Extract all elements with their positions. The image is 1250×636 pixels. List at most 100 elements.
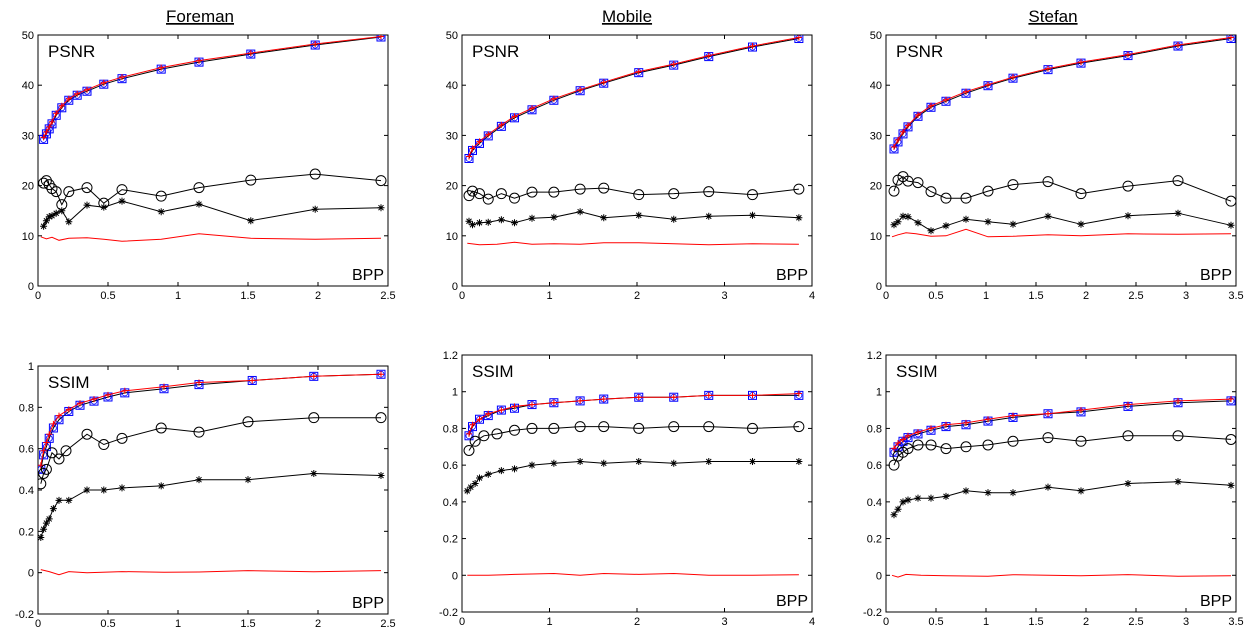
x-tick-label: 1 xyxy=(546,290,552,302)
x-tick-label: 2.5 xyxy=(380,290,395,302)
star-marker xyxy=(157,208,165,216)
y-tick-label: 0.6 xyxy=(19,444,34,456)
star-marker xyxy=(914,494,922,502)
x-tick-label: 1.5 xyxy=(1028,290,1043,302)
circle-marker xyxy=(940,192,952,204)
plus-marker xyxy=(50,420,57,427)
plus-marker xyxy=(905,122,911,129)
star-marker xyxy=(58,207,66,215)
plus-marker xyxy=(58,102,65,109)
circle-marker xyxy=(38,478,47,490)
circle-marker xyxy=(46,447,58,459)
x-tick-label: 0.5 xyxy=(100,290,115,302)
y-tick-label: 30 xyxy=(446,130,458,142)
star-marker xyxy=(511,219,518,227)
star-marker xyxy=(942,492,950,500)
panel-stefan-psnr: 0 0.5 1 1.5 2 2.5 3 3.5 0 10 20 30 40 50 PSNR BPP xyxy=(870,30,1244,302)
star-marker xyxy=(1227,221,1235,229)
star-marker xyxy=(942,222,950,230)
plus-marker xyxy=(1078,407,1084,414)
column-title-foreman: Foreman xyxy=(166,7,234,26)
y-tick-label: 0 xyxy=(876,570,882,582)
column-title-mobile: Mobile xyxy=(602,7,652,26)
star-marker xyxy=(914,219,922,227)
circle-marker xyxy=(982,185,994,197)
star-marker xyxy=(195,476,203,484)
circle-marker xyxy=(309,168,321,180)
circle-marker xyxy=(478,430,490,442)
y-tick-label: 20 xyxy=(22,181,34,193)
star-marker xyxy=(705,457,713,465)
plus-marker xyxy=(196,57,202,64)
plus-marker xyxy=(466,153,472,160)
star-marker xyxy=(497,467,505,475)
star-marker xyxy=(49,505,57,513)
plus-marker xyxy=(577,86,584,93)
plus-marker xyxy=(46,123,53,130)
circle-marker xyxy=(982,439,994,451)
y-tick-label: 0 xyxy=(876,281,882,293)
x-tick-label: 1 xyxy=(983,616,989,628)
plus-marker xyxy=(928,425,934,432)
star-marker xyxy=(157,482,165,490)
star-marker xyxy=(484,470,492,478)
circle-marker xyxy=(1007,435,1019,447)
plus-marker xyxy=(795,390,802,397)
star-marker xyxy=(1124,212,1132,220)
plus-marker xyxy=(943,96,949,103)
star-marker xyxy=(497,216,505,224)
star-marker xyxy=(100,486,108,494)
star-marker xyxy=(83,486,91,494)
plus-marker xyxy=(84,86,90,93)
y-tick-label: 0.6 xyxy=(443,460,458,472)
plus-marker xyxy=(40,134,47,141)
y-tick-label: 50 xyxy=(446,30,458,42)
y-tick-label: 0.8 xyxy=(443,423,458,435)
plus-marker xyxy=(577,397,584,404)
plus-marker xyxy=(1078,59,1084,66)
x-tick-label: 3.5 xyxy=(1228,616,1243,628)
plus-marker xyxy=(498,407,505,414)
plus-marker xyxy=(749,43,756,50)
plus-marker xyxy=(247,50,254,57)
star-marker xyxy=(1044,212,1052,220)
star-marker xyxy=(377,204,385,212)
y-tick-label: 10 xyxy=(446,231,458,243)
plus-marker xyxy=(121,387,128,394)
x-axis-label: BPP xyxy=(1200,593,1232,610)
plus-marker xyxy=(161,383,167,390)
circle-marker xyxy=(888,185,900,197)
star-marker xyxy=(511,465,518,473)
y-tick-label: 0.4 xyxy=(867,497,882,509)
y-tick-label: 0.6 xyxy=(867,460,882,472)
series-line xyxy=(467,572,799,576)
y-tick-label: 0 xyxy=(28,568,34,580)
series-line xyxy=(40,417,381,484)
x-axis-label: BPP xyxy=(352,595,384,612)
star-marker xyxy=(705,212,713,220)
plus-marker xyxy=(928,102,934,109)
column-title-stefan: Stefan xyxy=(1028,7,1077,26)
plus-marker xyxy=(891,445,897,452)
circle-marker xyxy=(526,422,538,434)
y-tick-label: 1 xyxy=(28,361,34,373)
series-line xyxy=(893,435,1232,466)
y-tick-label: 0 xyxy=(452,570,458,582)
circle-marker xyxy=(53,453,65,465)
y-tick-label: 0 xyxy=(28,281,34,293)
star-marker xyxy=(467,483,475,491)
circle-marker xyxy=(925,186,937,198)
star-marker xyxy=(463,487,471,495)
y-tick-label: 0.2 xyxy=(443,534,458,546)
x-tick-label: 0 xyxy=(35,618,41,630)
x-tick-label: 2.5 xyxy=(1128,616,1143,628)
star-marker xyxy=(100,203,108,211)
plus-marker xyxy=(1228,396,1234,403)
y-tick-label: 20 xyxy=(870,181,882,193)
star-marker xyxy=(670,215,678,223)
plus-marker xyxy=(43,128,50,135)
series-line xyxy=(40,233,382,242)
y-tick-label: 10 xyxy=(870,231,882,243)
plus-marker xyxy=(65,95,72,102)
circle-marker xyxy=(81,428,93,440)
